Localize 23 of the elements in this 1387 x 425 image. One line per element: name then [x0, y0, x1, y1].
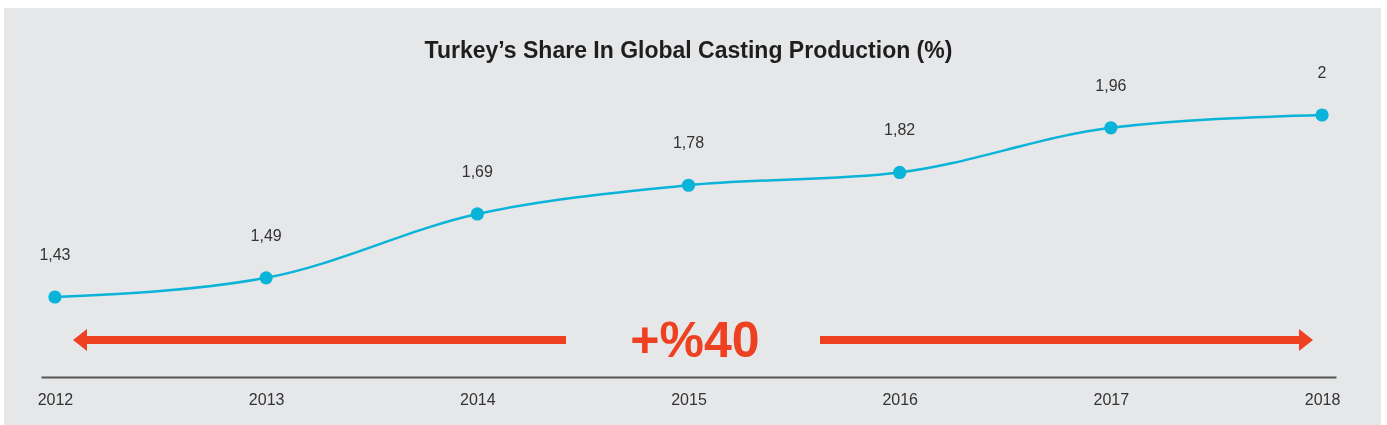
x-tick-label: 2018	[1304, 390, 1341, 408]
data-label: 1,49	[250, 226, 282, 244]
x-tick-label: 2015	[671, 390, 707, 408]
data-label: 1,78	[672, 134, 705, 152]
point	[1104, 121, 1118, 135]
x-tick-label: 2012	[37, 390, 74, 408]
data-label: 1,69	[461, 162, 493, 180]
text: +%40	[630, 312, 760, 368]
data-label: 2	[1317, 64, 1327, 81]
point	[681, 178, 696, 192]
x-tick-label: 2013	[248, 390, 285, 408]
point	[470, 207, 484, 221]
x-tick-label: 2016	[882, 390, 919, 408]
x-tick-label: 2014	[460, 390, 496, 408]
point	[893, 165, 907, 180]
chart-title: Turkey’s Share In Global Casting Production (%)	[424, 37, 953, 63]
point	[1315, 108, 1329, 122]
data-label: 1,43	[39, 246, 71, 263]
data-label: 1,82	[884, 121, 916, 139]
point	[48, 290, 62, 304]
point	[259, 271, 273, 285]
x-tick-label: 2017	[1093, 390, 1130, 408]
data-label: 1,96	[1095, 76, 1127, 94]
